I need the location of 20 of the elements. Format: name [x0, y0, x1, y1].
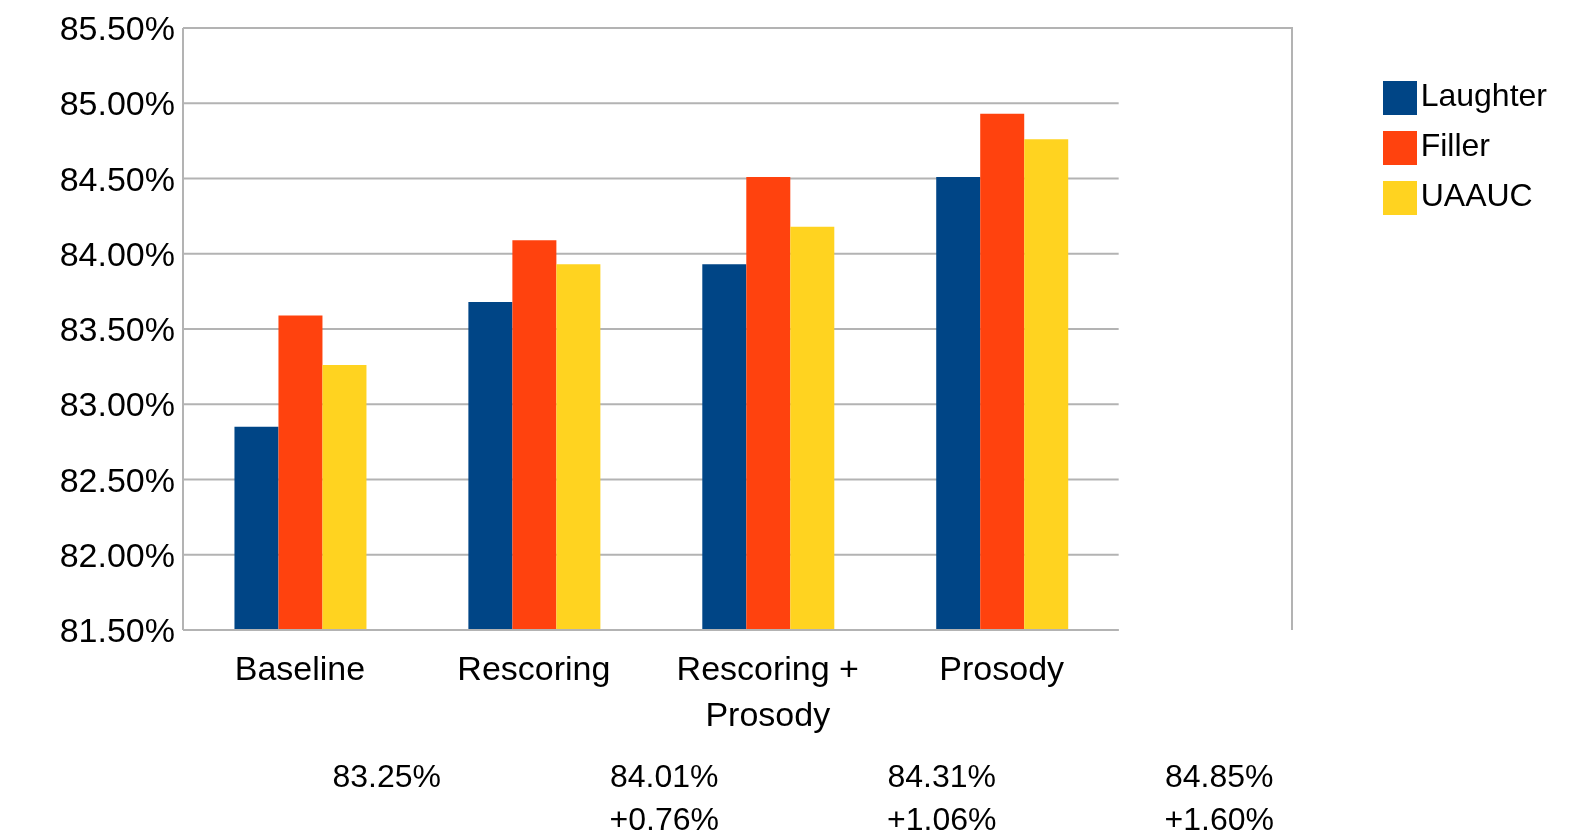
- text: 84.85% +1.60%: [1163, 757, 1275, 837]
- x-tick-label: Prosody: [939, 649, 1065, 687]
- text: 83.25%: [331, 757, 442, 796]
- y-tick-label: 82.50%: [59, 460, 175, 499]
- x-tick-label: Baseline: [234, 649, 366, 687]
- legend-label: UAAUC: [1420, 177, 1533, 213]
- y-tick-label: 83.00%: [59, 385, 175, 424]
- y-tick-label: 83.50%: [59, 310, 175, 349]
- y-tick-label: 81.50%: [59, 611, 175, 650]
- y-tick-label: 82.00%: [59, 535, 175, 574]
- y-tick-label: 84.00%: [59, 234, 175, 273]
- text: 84.31% +1.06%: [886, 757, 998, 837]
- text: 84.01% +0.76%: [608, 757, 720, 837]
- legend-label: Filler: [1420, 127, 1490, 163]
- legend-label: Laughter: [1420, 77, 1547, 113]
- x-tick-label: Rescoring: [457, 649, 611, 687]
- x-tick-label: Rescoring + Prosody: [676, 649, 859, 733]
- y-tick-label: 84.50%: [59, 159, 175, 198]
- y-tick-label: 85.50%: [59, 9, 175, 48]
- y-tick-label: 85.00%: [59, 84, 175, 123]
